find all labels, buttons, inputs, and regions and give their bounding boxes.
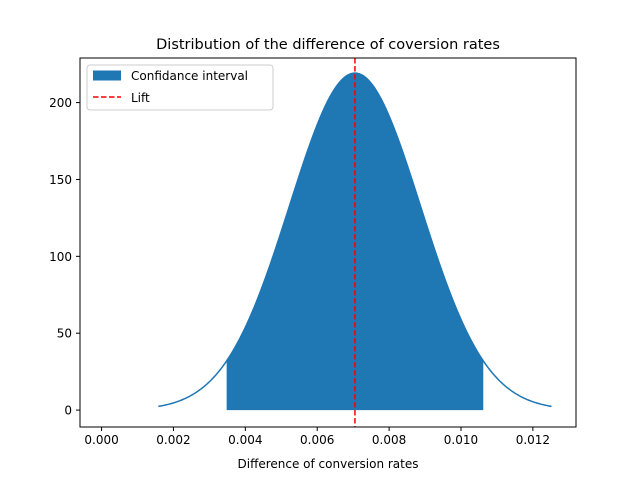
chart-title: Distribution of the difference of covers…: [156, 37, 500, 53]
legend: Confidance interval Lift: [86, 64, 274, 111]
legend-box: [86, 64, 274, 111]
legend-label-confidence-interval: Confidance interval: [131, 69, 248, 83]
x-tick-label: 0.000: [84, 433, 118, 447]
plot-frame: [79, 57, 577, 428]
x-tick-label: 0.002: [156, 433, 190, 447]
x-tick-label: 0.012: [516, 433, 550, 447]
confidence-interval-area: [226, 73, 484, 411]
x-axis-label: Difference of conversion rates: [238, 457, 419, 471]
x-tick-label: 0.008: [372, 433, 406, 447]
legend-label-lift: Lift: [131, 91, 150, 105]
x-tick-label: 0.010: [444, 433, 478, 447]
plot-area: [158, 58, 552, 427]
density-curve: [158, 72, 552, 408]
y-tick-label: 0: [64, 404, 72, 418]
y-tick-label: 100: [49, 250, 72, 264]
legend-swatch-confidence-interval: [93, 70, 121, 81]
y-axis: 0 50 100 150 200: [49, 96, 80, 418]
x-tick-label: 0.006: [300, 433, 334, 447]
y-tick-label: 150: [49, 173, 72, 187]
x-tick-label: 0.004: [228, 433, 262, 447]
x-axis: 0.000 0.002 0.004 0.006 0.008 0.010 0.012: [84, 427, 550, 447]
y-tick-label: 50: [57, 327, 72, 341]
y-tick-label: 200: [49, 96, 72, 110]
